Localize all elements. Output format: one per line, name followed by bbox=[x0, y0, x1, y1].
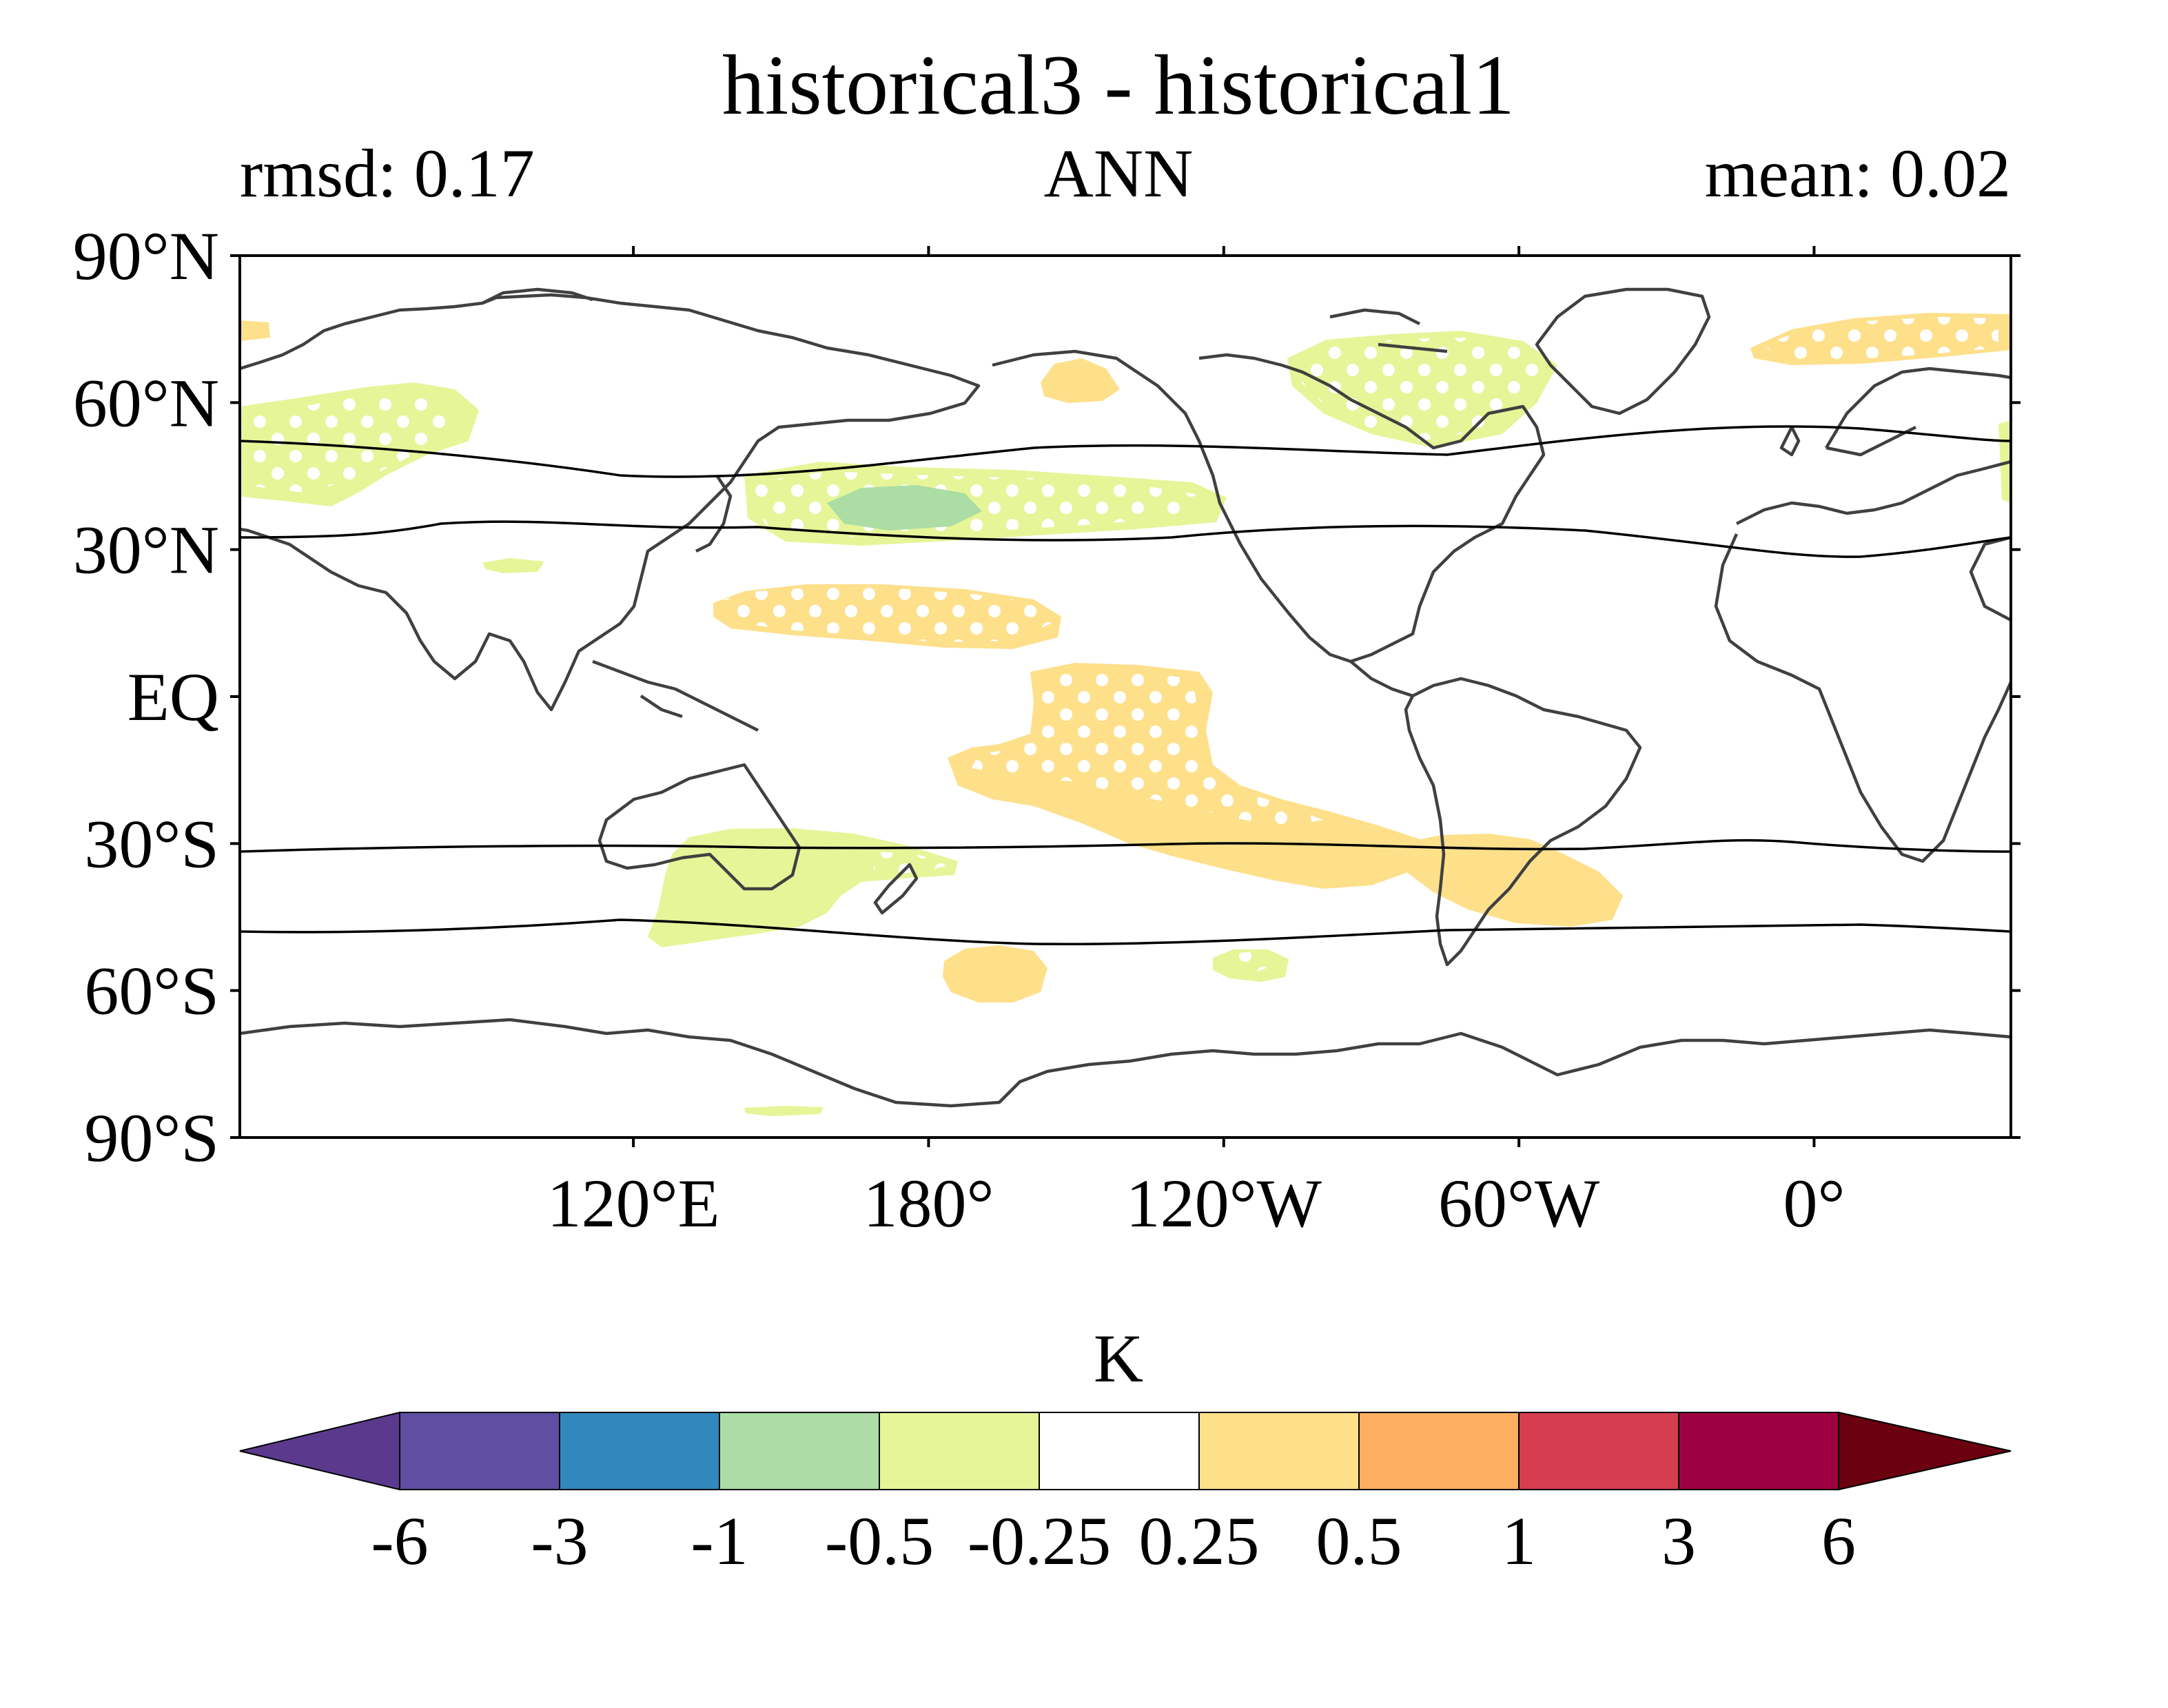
y-axis-ticks: 90°N 60°N 30°N EQ 30°S 60°S 90°S bbox=[73, 218, 2021, 1176]
x-axis-ticks: 120°E 180° 120°W 60°W 0° bbox=[547, 246, 1845, 1242]
y-tick-label: 30°S bbox=[84, 805, 219, 882]
southern-ocean-stipple bbox=[1227, 951, 1278, 973]
alaska-positive-area bbox=[1041, 358, 1120, 403]
south-pacific-stipple bbox=[972, 670, 1323, 827]
new-zealand-coastline bbox=[873, 863, 919, 915]
colorbar-swatch-1 bbox=[559, 1412, 720, 1490]
colorbar-extend-low bbox=[239, 1411, 400, 1491]
mean-label: mean: 0.02 bbox=[1705, 135, 2011, 212]
x-tick-label: 60°W bbox=[1438, 1165, 1600, 1242]
coastlines bbox=[240, 287, 2011, 1108]
x-tick-label: 0° bbox=[1783, 1165, 1845, 1242]
subtropical-north-pacific-stipple bbox=[724, 587, 1051, 642]
colorbar-tick-label: -1 bbox=[691, 1503, 748, 1579]
central-america-coastline bbox=[1349, 660, 1413, 698]
colorbar-tick-label: -6 bbox=[371, 1503, 428, 1579]
south-america-coastline bbox=[1404, 677, 1642, 967]
colorbar-tick-label: 0.5 bbox=[1316, 1503, 1402, 1579]
jet-contour-south-lower bbox=[240, 918, 2011, 945]
colorbar-label: K bbox=[1094, 1320, 1143, 1397]
north-atlantic-edge-positive bbox=[240, 320, 270, 341]
colorbar-swatch-7 bbox=[1518, 1412, 1679, 1490]
anomaly-fills bbox=[240, 313, 2011, 1116]
south-atlantic-positive-area bbox=[1399, 834, 1623, 927]
y-tick-label: 60°N bbox=[73, 364, 219, 441]
south-of-australia-stipple bbox=[868, 851, 951, 874]
colorbar-swatch-0 bbox=[399, 1412, 560, 1490]
australia-coastline bbox=[597, 763, 801, 891]
map-panel bbox=[240, 256, 2011, 1138]
scandinavia-coastline bbox=[1825, 367, 2011, 457]
colorbar-swatch-8 bbox=[1678, 1412, 1839, 1490]
colorbar-extend-high bbox=[1838, 1411, 2012, 1491]
southern-ocean-positive-area bbox=[943, 945, 1047, 1002]
canada-stipple bbox=[1296, 338, 1544, 441]
maritime-continent-coastline bbox=[592, 659, 759, 732]
y-tick-label: 90°S bbox=[84, 1100, 219, 1176]
africa-coastline bbox=[1714, 533, 2011, 863]
greenland-coastline bbox=[1535, 287, 1711, 415]
y-tick-label: EQ bbox=[127, 659, 219, 735]
colorbar-tick-label: 1 bbox=[1502, 1503, 1536, 1579]
antarctica-coastline bbox=[240, 1018, 2011, 1108]
rmsd-label: rmsd: 0.17 bbox=[240, 135, 535, 212]
jet-contour-south-upper bbox=[240, 838, 2011, 853]
y-tick-label: 90°N bbox=[73, 218, 219, 294]
y-tick-label: 60°S bbox=[84, 953, 219, 1029]
colorbar-tick-label: 3 bbox=[1661, 1503, 1696, 1579]
season-label: ANN bbox=[1044, 135, 1194, 212]
x-tick-label: 120°W bbox=[1126, 1165, 1322, 1242]
jet-contours bbox=[240, 425, 2011, 945]
x-tick-label: 120°E bbox=[547, 1165, 720, 1242]
arctic-islands-coastline bbox=[481, 287, 1448, 353]
chart-title: historical3 - historical1 bbox=[722, 38, 1515, 132]
colorbar-tick-label: 0.25 bbox=[1139, 1503, 1260, 1579]
jet-contour-north-upper bbox=[240, 425, 2011, 478]
japan-coastline bbox=[695, 474, 733, 553]
jet-contour-north-lower bbox=[240, 520, 2011, 558]
colorbar: -6 -3 -1 -0.5 -0.25 0.25 0.5 1 3 6 bbox=[239, 1411, 2012, 1579]
north-pacific-core-negative-area bbox=[827, 485, 982, 531]
north-america-coastline bbox=[992, 349, 1546, 663]
colorbar-tick-label: -0.5 bbox=[825, 1503, 934, 1579]
colorbar-swatch-2 bbox=[719, 1412, 880, 1490]
colorbar-tick-label: -0.25 bbox=[968, 1503, 1111, 1579]
europe-coastline bbox=[1735, 460, 2011, 526]
north-atlantic-stipple bbox=[1764, 317, 1998, 360]
x-tick-label: 180° bbox=[863, 1165, 994, 1242]
colorbar-swatch-4 bbox=[1039, 1412, 1200, 1490]
british-isles-coastline bbox=[1779, 425, 1801, 457]
colorbar-tick-label: -3 bbox=[531, 1503, 588, 1579]
antarctic-negative-sliver bbox=[744, 1106, 824, 1116]
arabia-negative-sliver bbox=[482, 558, 544, 573]
colorbar-swatch-3 bbox=[879, 1412, 1040, 1490]
y-tick-label: 30°N bbox=[73, 512, 219, 588]
north-atlantic-europe-stipple bbox=[248, 393, 462, 493]
colorbar-tick-label: 6 bbox=[1821, 1503, 1856, 1579]
colorbar-swatch-6 bbox=[1358, 1412, 1520, 1490]
colorbar-swatch-5 bbox=[1198, 1412, 1360, 1490]
